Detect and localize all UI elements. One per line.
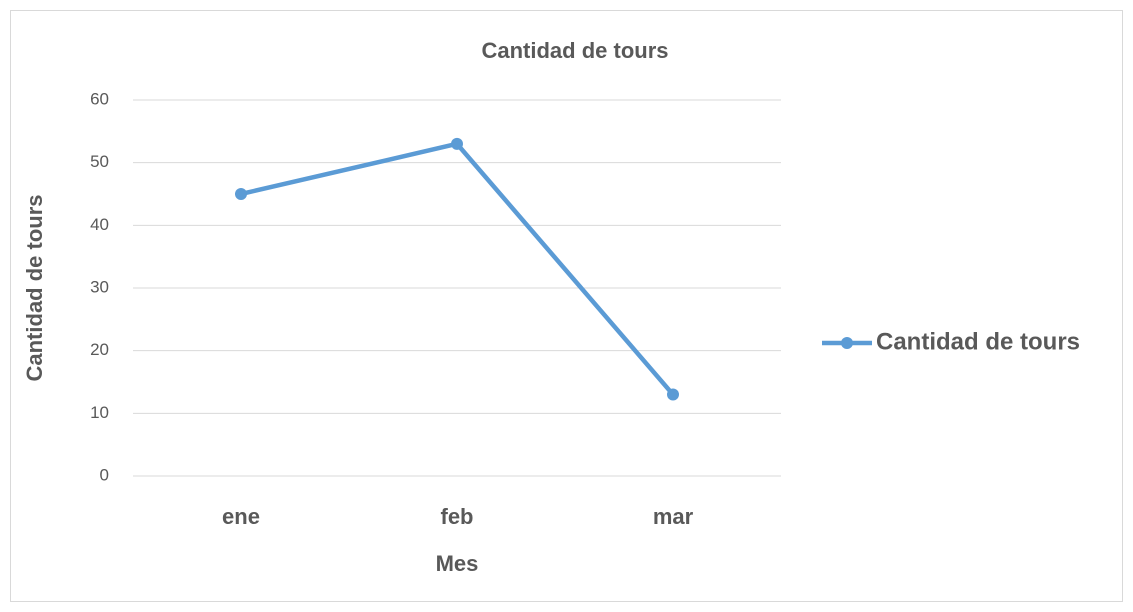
y-tick-label: 60 xyxy=(90,89,109,108)
marker xyxy=(451,137,463,150)
x-tick-label: ene xyxy=(222,504,260,529)
y-tick-label: 10 xyxy=(90,403,109,422)
y-tick-label: 40 xyxy=(90,215,109,234)
x-axis-title: Mes xyxy=(436,551,479,576)
y-tick-label: 20 xyxy=(90,340,109,359)
chart-title: Cantidad de tours xyxy=(481,38,668,63)
x-tick-label: mar xyxy=(653,504,694,529)
y-tick-label: 50 xyxy=(90,152,109,171)
y-tick-label: 30 xyxy=(90,277,109,296)
legend-text: Cantidad de tours xyxy=(876,328,1080,355)
legend-marker xyxy=(841,337,853,349)
marker xyxy=(667,388,679,401)
x-tick-label: feb xyxy=(441,504,474,529)
marker xyxy=(235,188,247,200)
y-tick-label: 0 xyxy=(100,465,109,484)
y-axis-title: Cantidad de tours xyxy=(22,194,47,381)
chart-border xyxy=(10,10,1123,602)
